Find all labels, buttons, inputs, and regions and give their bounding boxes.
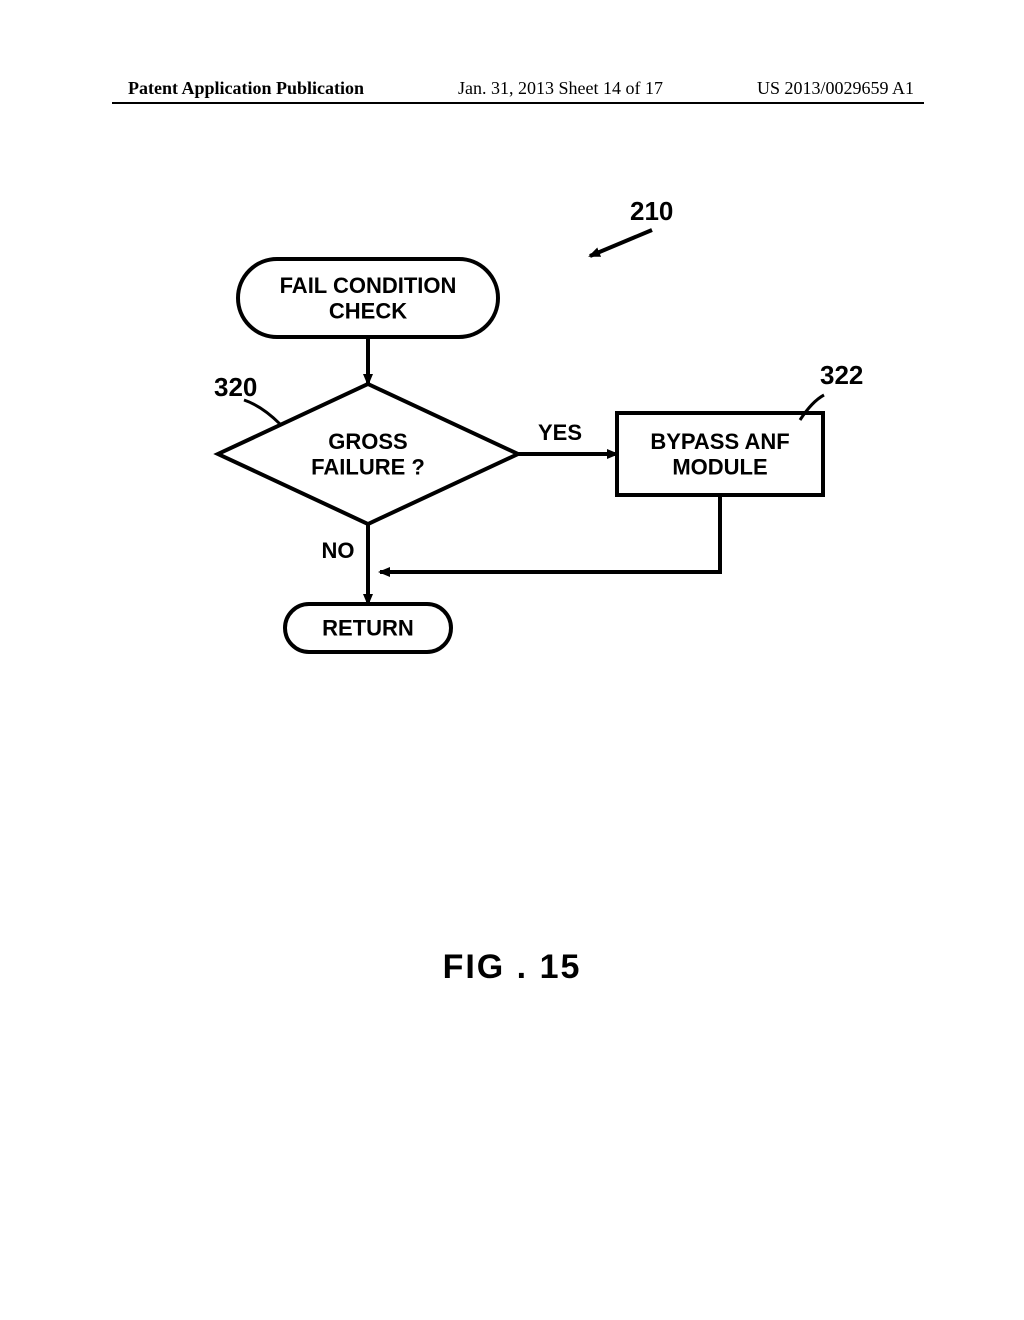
svg-text:NO: NO: [322, 538, 355, 563]
svg-text:YES: YES: [538, 420, 582, 445]
svg-text:CHECK: CHECK: [329, 298, 407, 323]
svg-text:BYPASS ANF: BYPASS ANF: [650, 429, 789, 454]
figure-caption: FIG . 15: [0, 948, 1024, 987]
svg-text:210: 210: [630, 196, 673, 226]
svg-text:FAIL CONDITION: FAIL CONDITION: [280, 273, 457, 298]
svg-text:MODULE: MODULE: [672, 454, 767, 479]
flowchart-canvas: FAIL CONDITIONCHECK GROSSFAILURE ? BYPASS …: [0, 0, 1024, 1320]
svg-text:GROSS: GROSS: [328, 429, 407, 454]
svg-text:322: 322: [820, 360, 863, 390]
svg-text:320: 320: [214, 372, 257, 402]
svg-text:RETURN: RETURN: [322, 616, 414, 641]
svg-text:FAILURE ?: FAILURE ?: [311, 454, 425, 479]
